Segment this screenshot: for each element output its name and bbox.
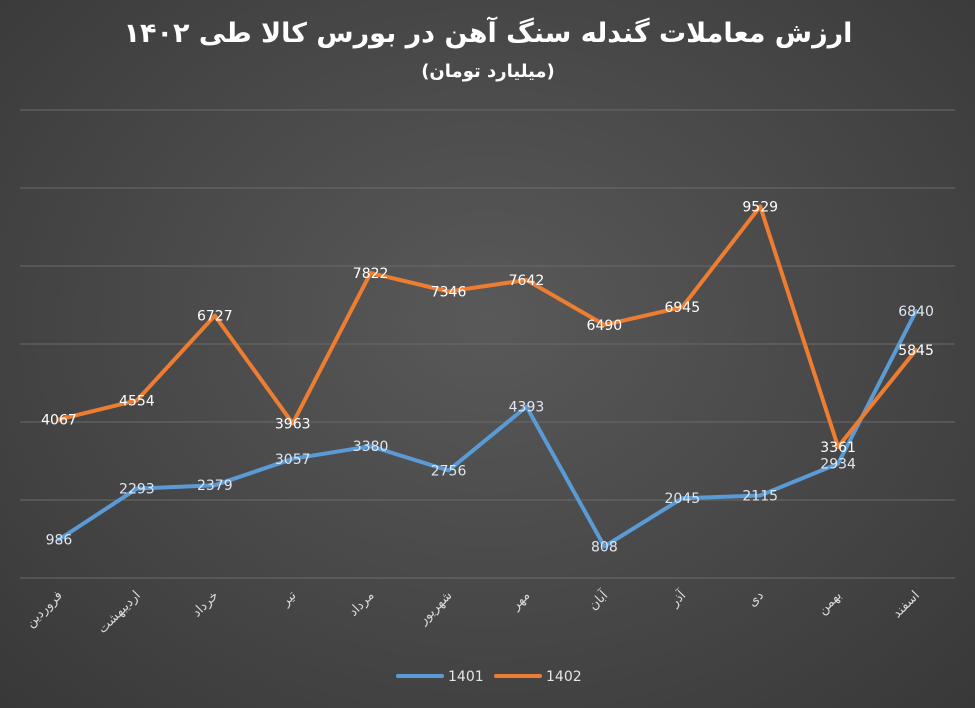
data-label: 3963	[275, 416, 311, 432]
data-label: 2045	[664, 491, 700, 507]
x-tick-label: بهمن	[815, 588, 845, 618]
data-label: 2756	[431, 464, 467, 480]
data-label: 6727	[197, 309, 233, 325]
data-label: 4393	[509, 400, 545, 416]
series-line-1401	[57, 309, 918, 549]
x-tick-label: دی	[745, 588, 767, 610]
data-label: 5845	[898, 343, 934, 359]
series-line-1402	[57, 204, 918, 449]
data-label: 4554	[119, 393, 155, 409]
data-label: 7822	[353, 266, 389, 282]
data-label: 7642	[509, 273, 545, 289]
x-tick-label: مرداد	[346, 588, 377, 619]
gridlines	[20, 109, 955, 579]
x-tick-label: شهریور	[415, 588, 455, 628]
x-tick-label: تیر	[278, 588, 300, 610]
chart-title: ارزش معاملات گندله سنگ آهن در بورس کالا …	[124, 16, 853, 49]
data-label: 986	[46, 533, 73, 549]
x-tick-label: آبان	[585, 586, 613, 614]
data-label: 2934	[820, 457, 856, 473]
data-label: 2379	[197, 478, 233, 494]
x-tick-label: اردیبهشت	[95, 588, 143, 636]
data-label: 4067	[41, 412, 77, 428]
x-tick-label: فروردین	[23, 588, 66, 631]
data-label: 2293	[119, 482, 155, 498]
legend: 1401 1402	[396, 669, 582, 685]
x-tick-label: خرداد	[190, 588, 222, 620]
x-tick-label: آذر	[665, 586, 690, 611]
x-tick-label: اسفند	[890, 588, 923, 621]
legend-label-1401: 1401	[448, 669, 484, 685]
x-tick-label: مهر	[508, 588, 534, 614]
data-label: 6490	[587, 318, 623, 334]
legend-label-1402: 1402	[546, 669, 582, 685]
data-label: 808	[591, 539, 618, 555]
data-label: 9529	[742, 199, 778, 215]
data-label: 3057	[275, 452, 311, 468]
chart-subtitle: (میلیارد تومان)	[421, 61, 555, 82]
x-axis-tick-labels: فروردین اردیبهشت خرداد تیر مرداد شهریور مهر آبا…	[23, 586, 923, 637]
data-label: 6945	[664, 300, 700, 316]
series-lines	[57, 204, 918, 549]
data-label: 3380	[353, 439, 389, 455]
data-label: 2115	[742, 489, 778, 505]
data-label: 7346	[431, 285, 467, 301]
data-labels: 986 2293 2379 3057 3380 2756 4393 808 2045 2115 29…	[41, 199, 934, 555]
data-label: 6840	[898, 304, 934, 320]
data-label: 3361	[820, 440, 856, 456]
